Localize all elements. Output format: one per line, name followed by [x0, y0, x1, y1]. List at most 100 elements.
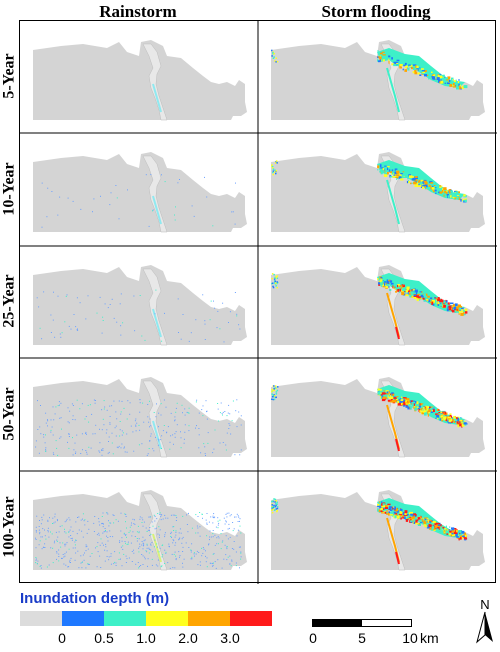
- inundation-speck: [149, 426, 150, 428]
- inundation-speck: [43, 436, 45, 438]
- flood-patch: [441, 76, 444, 78]
- inundation-speck: [216, 327, 218, 329]
- flood-patch: [442, 74, 445, 78]
- inundation-speck: [95, 424, 97, 426]
- inundation-speck: [209, 539, 210, 541]
- inundation-speck: [112, 453, 114, 455]
- flood-patch: [387, 503, 391, 506]
- flood-patch: [397, 284, 398, 288]
- flood-patch: [441, 531, 444, 534]
- inundation-speck: [226, 548, 228, 550]
- inundation-speck: [106, 550, 108, 552]
- flood-patch: [429, 408, 431, 412]
- flood-patch: [448, 416, 451, 418]
- inundation-speck: [85, 567, 87, 569]
- inundation-speck: [115, 565, 117, 566]
- inundation-speck: [120, 558, 121, 560]
- inundation-speck: [105, 432, 107, 434]
- inundation-speck: [240, 532, 242, 534]
- inundation-speck: [131, 535, 133, 537]
- rainstorm-map-5-year: [21, 22, 257, 132]
- inundation-speck: [235, 562, 237, 564]
- flood-patch: [414, 71, 418, 75]
- inundation-speck: [45, 434, 46, 436]
- flood-patch: [275, 393, 278, 395]
- inundation-speck: [59, 404, 60, 406]
- flood-patch: [457, 191, 460, 194]
- inundation-speck: [158, 412, 160, 414]
- inundation-speck: [84, 552, 85, 554]
- inundation-speck: [109, 304, 111, 305]
- flood-patch: [378, 283, 380, 286]
- flood-patch: [451, 306, 454, 308]
- flood-patch: [403, 402, 406, 406]
- inundation-speck: [165, 406, 167, 408]
- flood-patch: [451, 532, 454, 535]
- inundation-speck: [67, 197, 69, 199]
- inundation-speck: [199, 512, 201, 513]
- flood-patch: [272, 53, 274, 55]
- inundation-speck: [118, 552, 120, 554]
- flood-patch: [378, 282, 380, 285]
- inundation-speck: [161, 435, 163, 437]
- flood-patch: [272, 51, 274, 54]
- flood-patch: [385, 174, 388, 177]
- inundation-speck: [148, 225, 150, 227]
- inundation-speck: [169, 441, 171, 443]
- inundation-speck: [115, 425, 117, 427]
- inundation-speck: [48, 564, 50, 566]
- flood-patch: [383, 281, 387, 283]
- inundation-speck: [152, 209, 154, 211]
- inundation-speck: [72, 437, 73, 439]
- inundation-speck: [179, 555, 181, 557]
- inundation-speck: [215, 526, 217, 528]
- inundation-speck: [145, 527, 147, 529]
- scale-bar: [312, 619, 412, 627]
- inundation-speck: [138, 532, 140, 534]
- flood-patch: [464, 420, 466, 423]
- flood-patch: [441, 189, 444, 193]
- flood-patch: [420, 179, 424, 182]
- flood-patch: [388, 169, 391, 172]
- inundation-speck: [91, 413, 93, 415]
- flood-patch: [401, 396, 403, 398]
- flood-patch: [398, 173, 402, 176]
- flood-patch: [406, 514, 408, 517]
- flood-patch: [417, 408, 420, 410]
- inundation-speck: [121, 434, 123, 436]
- flood-patch: [274, 509, 276, 511]
- flood-patch: [271, 282, 274, 284]
- flood-patch: [437, 304, 440, 306]
- inundation-speck: [122, 432, 124, 434]
- inundation-speck: [170, 536, 172, 537]
- inundation-speck: [181, 404, 183, 406]
- inundation-speck: [237, 515, 239, 517]
- inundation-speck: [72, 405, 74, 406]
- inundation-speck: [111, 405, 113, 407]
- flood-patch: [405, 294, 409, 297]
- flood-patch: [276, 503, 278, 506]
- flood-patch: [415, 406, 417, 410]
- inundation-speck: [172, 542, 174, 544]
- flood-patch: [440, 413, 444, 415]
- flood-patch: [442, 527, 445, 529]
- flood-patch: [456, 197, 459, 200]
- inundation-speck: [118, 558, 120, 560]
- flood-patch: [410, 513, 414, 516]
- inundation-speck: [139, 546, 141, 548]
- inundation-speck: [98, 534, 100, 536]
- flood-patch: [380, 504, 382, 507]
- inundation-speck: [107, 537, 109, 538]
- flood-patch: [433, 185, 436, 186]
- inundation-speck: [175, 407, 177, 409]
- flood-patch: [457, 81, 460, 83]
- inundation-speck: [74, 442, 76, 444]
- inundation-speck: [101, 449, 103, 451]
- flood-patch: [273, 396, 276, 398]
- flood-patch: [452, 534, 456, 537]
- inundation-speck: [183, 558, 185, 560]
- inundation-speck: [231, 560, 233, 562]
- flood-patch: [405, 516, 409, 520]
- inundation-speck: [102, 523, 104, 525]
- inundation-speck: [198, 412, 200, 414]
